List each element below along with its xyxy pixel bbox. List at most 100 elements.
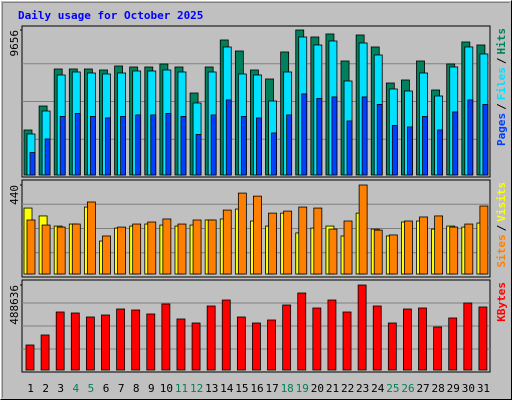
x-tick-label: 19 — [296, 382, 309, 395]
bar — [361, 96, 368, 176]
legend-entry: Files — [495, 67, 508, 100]
bar — [286, 114, 293, 176]
legend-entry: Hits — [495, 28, 508, 55]
bar — [71, 223, 81, 275]
bar — [25, 344, 35, 371]
bar — [434, 215, 444, 275]
bar — [407, 126, 413, 176]
bar — [419, 216, 428, 275]
x-tick-label: 23 — [356, 382, 369, 395]
legend-entry: Visits — [495, 182, 508, 222]
bar — [29, 152, 36, 176]
bar — [177, 223, 187, 275]
bar — [391, 125, 398, 176]
x-tick-label: 9 — [148, 382, 155, 395]
bar — [225, 99, 232, 176]
bar — [59, 116, 66, 176]
y-tick-label: 440 — [8, 185, 21, 205]
x-tick-label: 5 — [88, 382, 95, 395]
legend-entry: KBytes — [495, 282, 508, 322]
bar — [207, 219, 217, 275]
x-tick-label: 15 — [235, 382, 248, 395]
bar — [146, 313, 156, 371]
bar — [418, 307, 427, 371]
bar — [463, 302, 473, 371]
bar — [26, 219, 36, 275]
x-tick-label: 13 — [205, 382, 218, 395]
bar — [271, 132, 277, 176]
bar — [70, 312, 80, 371]
bar — [222, 209, 232, 275]
bar — [331, 96, 338, 176]
bar — [252, 322, 261, 371]
bar — [372, 305, 382, 371]
x-tick-label: 26 — [401, 382, 414, 395]
bar — [147, 221, 157, 275]
bar — [236, 316, 246, 371]
bar — [210, 114, 217, 176]
bar — [449, 226, 459, 275]
bar — [206, 305, 216, 371]
bar — [328, 228, 338, 275]
bar — [312, 307, 322, 371]
bar — [162, 218, 172, 275]
x-tick-label: 25 — [386, 382, 399, 395]
bar — [116, 308, 125, 371]
bar — [101, 314, 110, 371]
bar — [176, 318, 186, 371]
legend-entry: Pages — [495, 113, 508, 146]
bar — [253, 195, 262, 275]
bar — [301, 93, 308, 176]
bar — [283, 210, 293, 275]
x-tick-label: 7 — [118, 382, 125, 395]
bar — [343, 220, 353, 275]
bar — [44, 138, 51, 176]
legend: Sites / Visits — [495, 182, 508, 268]
bar — [86, 201, 96, 275]
bar — [388, 234, 398, 275]
legend: Pages / Files / Hits — [495, 28, 508, 146]
x-tick-label: 8 — [133, 382, 140, 395]
x-tick-label: 18 — [281, 382, 294, 395]
bar — [268, 212, 277, 275]
x-tick-label: 2 — [42, 382, 49, 395]
bar — [256, 117, 262, 176]
bar — [74, 113, 81, 176]
x-tick-label: 20 — [311, 382, 324, 395]
x-tick-label: 10 — [160, 382, 173, 395]
bar — [240, 116, 247, 176]
x-tick-label: 29 — [447, 382, 460, 395]
chart-title: Daily usage for October 2025 — [18, 9, 203, 22]
bar — [297, 292, 307, 371]
x-tick-label: 22 — [341, 382, 354, 395]
x-tick-label: 3 — [57, 382, 64, 395]
bar — [316, 98, 323, 176]
bar — [464, 223, 474, 275]
bar — [452, 111, 459, 176]
y-tick-label: 9656 — [8, 30, 21, 57]
bar — [437, 129, 444, 176]
bar — [135, 114, 142, 176]
bar — [132, 223, 142, 275]
x-tick-label: 17 — [265, 382, 278, 395]
bar — [373, 229, 383, 275]
y-tick-label: 488636 — [8, 285, 21, 325]
bar — [237, 192, 247, 275]
x-tick-label: 28 — [432, 382, 445, 395]
legend-entry: Sites — [495, 234, 508, 267]
bar — [448, 317, 458, 371]
bar — [165, 113, 172, 176]
x-tick-label: 24 — [371, 382, 385, 395]
bar — [40, 334, 50, 371]
x-tick-label: 14 — [220, 382, 234, 395]
bar — [298, 206, 308, 275]
bar — [55, 311, 65, 371]
x-tick-label: 1 — [27, 382, 34, 395]
bar — [357, 284, 367, 371]
legend-separator: / — [495, 57, 508, 64]
legend-separator: / — [495, 224, 508, 231]
bar — [346, 120, 353, 176]
x-tick-label: 4 — [73, 382, 80, 395]
